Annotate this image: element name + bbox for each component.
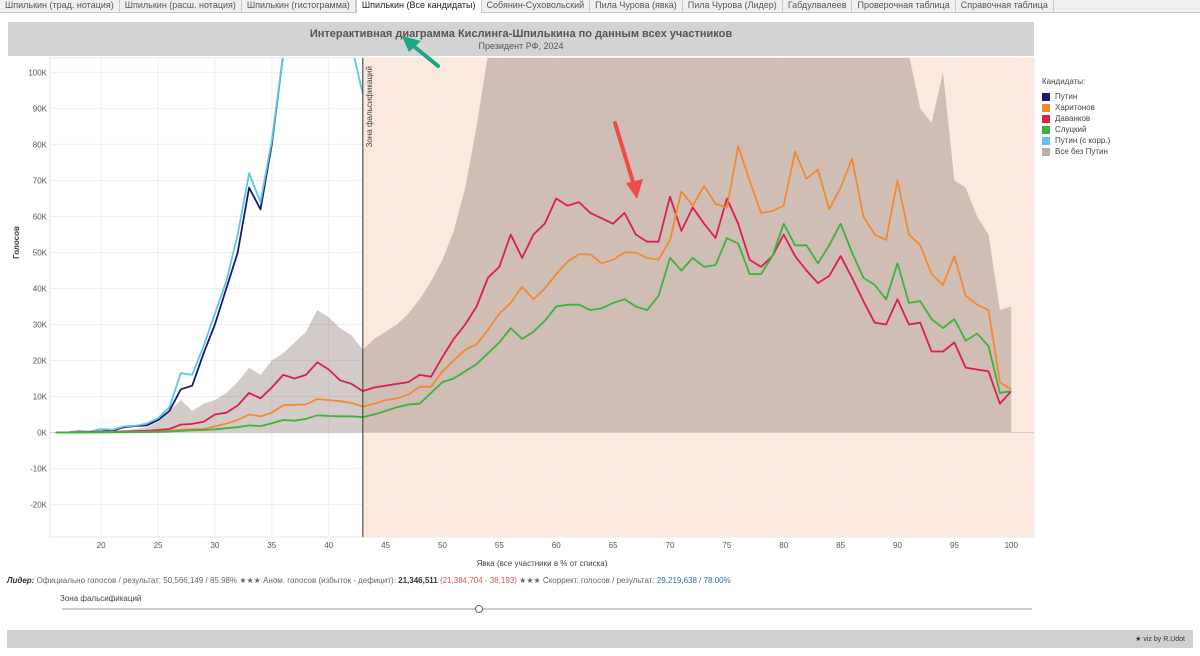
corrected-value: 29,219,638 / 78.00% bbox=[656, 576, 731, 585]
tab-bar: Шпилькин (трад. нотация) Шпилькин (расш. … bbox=[0, 0, 1200, 13]
y-tick-label: 70K bbox=[33, 176, 48, 185]
legend-swatch bbox=[1042, 136, 1050, 145]
y-tick-label: 60K bbox=[33, 212, 48, 221]
chart-title: Интерактивная диаграмма Кислинга-Шпильки… bbox=[309, 28, 733, 40]
anomaly-value: 21,346,511 bbox=[398, 576, 438, 585]
x-tick-label: 40 bbox=[324, 541, 333, 550]
y-tick-label: 20K bbox=[33, 357, 48, 366]
legend-label: Путин bbox=[1055, 92, 1078, 101]
x-tick-label: 75 bbox=[722, 541, 731, 550]
y-tick-label: 100K bbox=[28, 68, 47, 77]
tab-7[interactable]: Габдулвалеев bbox=[783, 0, 853, 12]
legend: Кандидаты: Путин Харитонов Даванков Слуцкий… bbox=[1042, 77, 1110, 157]
x-tick-label: 55 bbox=[495, 541, 504, 550]
legend-item[interactable]: Все без Путин bbox=[1042, 146, 1110, 157]
leader-label: Лидер: bbox=[7, 576, 35, 585]
credit: ★ viz by R.Udot bbox=[1135, 636, 1185, 643]
series-line-4 bbox=[55, 222, 1012, 434]
x-tick-label: 35 bbox=[267, 541, 276, 550]
legend-swatch bbox=[1042, 147, 1050, 156]
area-all-without-putin bbox=[55, 58, 1012, 433]
annotation-arrow-red bbox=[613, 121, 635, 184]
series-line-3 bbox=[55, 145, 1012, 434]
slider-label: Зона фальсификаций bbox=[60, 594, 142, 603]
y-axis-label: Голосов bbox=[12, 226, 21, 259]
tab-9[interactable]: Справочная таблица bbox=[956, 0, 1054, 12]
x-tick-label: 100 bbox=[1005, 541, 1019, 550]
legend-label: Путин (с корр.) bbox=[1055, 136, 1111, 145]
x-tick-label: 70 bbox=[666, 541, 675, 550]
legend-swatch bbox=[1042, 103, 1050, 112]
tab-4[interactable]: Собянин-Суховольский bbox=[482, 0, 591, 12]
y-tick-label: 10K bbox=[33, 393, 48, 402]
x-tick-label: 30 bbox=[210, 541, 219, 550]
y-tick-label: 50K bbox=[33, 248, 48, 257]
tab-8[interactable]: Проверочная таблица bbox=[852, 0, 956, 12]
legend-item[interactable]: Путин bbox=[1042, 91, 1110, 102]
series-line-2 bbox=[55, 195, 1012, 434]
y-tick-label: 30K bbox=[33, 321, 48, 330]
y-tick-label: 0K bbox=[37, 429, 47, 438]
plot-layer bbox=[50, 58, 1034, 434]
falsification-zone-label: Зона фальсификаций bbox=[365, 66, 374, 147]
x-tick-label: 25 bbox=[154, 541, 163, 550]
legend-label: Харитонов bbox=[1055, 103, 1095, 112]
x-tick-label: 65 bbox=[609, 541, 618, 550]
tab-0[interactable]: Шпилькин (трад. нотация) bbox=[0, 0, 120, 12]
series-line-0 bbox=[55, 58, 284, 434]
x-tick-label: 50 bbox=[438, 541, 447, 550]
legend-item[interactable]: Харитонов bbox=[1042, 102, 1110, 113]
y-tick-label: -20K bbox=[30, 501, 48, 510]
x-tick-label: 20 bbox=[97, 541, 106, 550]
plot-area bbox=[49, 57, 1035, 538]
x-tick-label: 85 bbox=[836, 541, 845, 550]
y-tick-label: -10K bbox=[30, 465, 48, 474]
legend-item[interactable]: Путин (с корр.) bbox=[1042, 135, 1110, 146]
legend-title: Кандидаты: bbox=[1042, 77, 1086, 86]
tab-6[interactable]: Пила Чурова (Лидер) bbox=[683, 0, 783, 12]
anomaly-label: Аном. голосов (избыток - дефицит): bbox=[263, 576, 396, 585]
x-axis-label: Явка (все участники в % от списка) bbox=[477, 559, 608, 568]
legend-swatch bbox=[1042, 125, 1050, 134]
series-line-1 bbox=[55, 58, 364, 434]
separator-2: ★★★ bbox=[519, 576, 541, 585]
tab-2[interactable]: Шпилькин (гистограмма) bbox=[242, 0, 356, 12]
anomaly-detail: (21,384,704 - 38,193) bbox=[439, 576, 517, 585]
legend-swatch bbox=[1042, 114, 1050, 123]
x-tick-label: 60 bbox=[552, 541, 561, 550]
y-tick-label: 40K bbox=[33, 284, 48, 293]
x-tick-label: 45 bbox=[381, 541, 390, 550]
y-tick-label: 90K bbox=[33, 104, 48, 113]
y-tick-label: 80K bbox=[33, 140, 48, 149]
legend-label: Даванков bbox=[1055, 114, 1091, 123]
chart-subtitle: Президент РФ, 2024 bbox=[478, 41, 564, 51]
falsification-zone-slider[interactable] bbox=[62, 608, 1032, 610]
bottom-bar: ★ viz by R.Udot bbox=[7, 630, 1193, 648]
tab-3[interactable]: Шпилькин (Все кандидаты) bbox=[355, 0, 482, 13]
x-tick-label: 90 bbox=[893, 541, 902, 550]
separator-1: ★★★ bbox=[239, 576, 261, 585]
annotation-arrowhead-red bbox=[626, 179, 643, 199]
x-tick-label: 80 bbox=[779, 541, 788, 550]
slider-handle[interactable] bbox=[475, 605, 483, 613]
official-label: Официально голосов / результат: bbox=[36, 576, 162, 585]
x-tick-label: 95 bbox=[950, 541, 959, 550]
tab-5[interactable]: Пила Чурова (явка) bbox=[590, 0, 683, 12]
chart-title-bar: Интерактивная диаграмма Кислинга-Шпильки… bbox=[8, 22, 1034, 56]
legend-item[interactable]: Даванков bbox=[1042, 113, 1110, 124]
falsification-zone bbox=[362, 58, 1034, 537]
tab-1[interactable]: Шпилькин (расш. нотация) bbox=[120, 0, 242, 12]
legend-swatch bbox=[1042, 92, 1050, 101]
footer-stats: Лидер: Официально голосов / результат: 5… bbox=[7, 576, 731, 585]
legend-label: Слуцкий bbox=[1055, 125, 1087, 134]
legend-label: Все без Путин bbox=[1055, 147, 1108, 156]
official-value: 50,566,149 / 85.98% bbox=[163, 576, 238, 585]
legend-item[interactable]: Слуцкий bbox=[1042, 124, 1110, 135]
corrected-label: Скоррект. голосов / результат: bbox=[542, 576, 655, 585]
